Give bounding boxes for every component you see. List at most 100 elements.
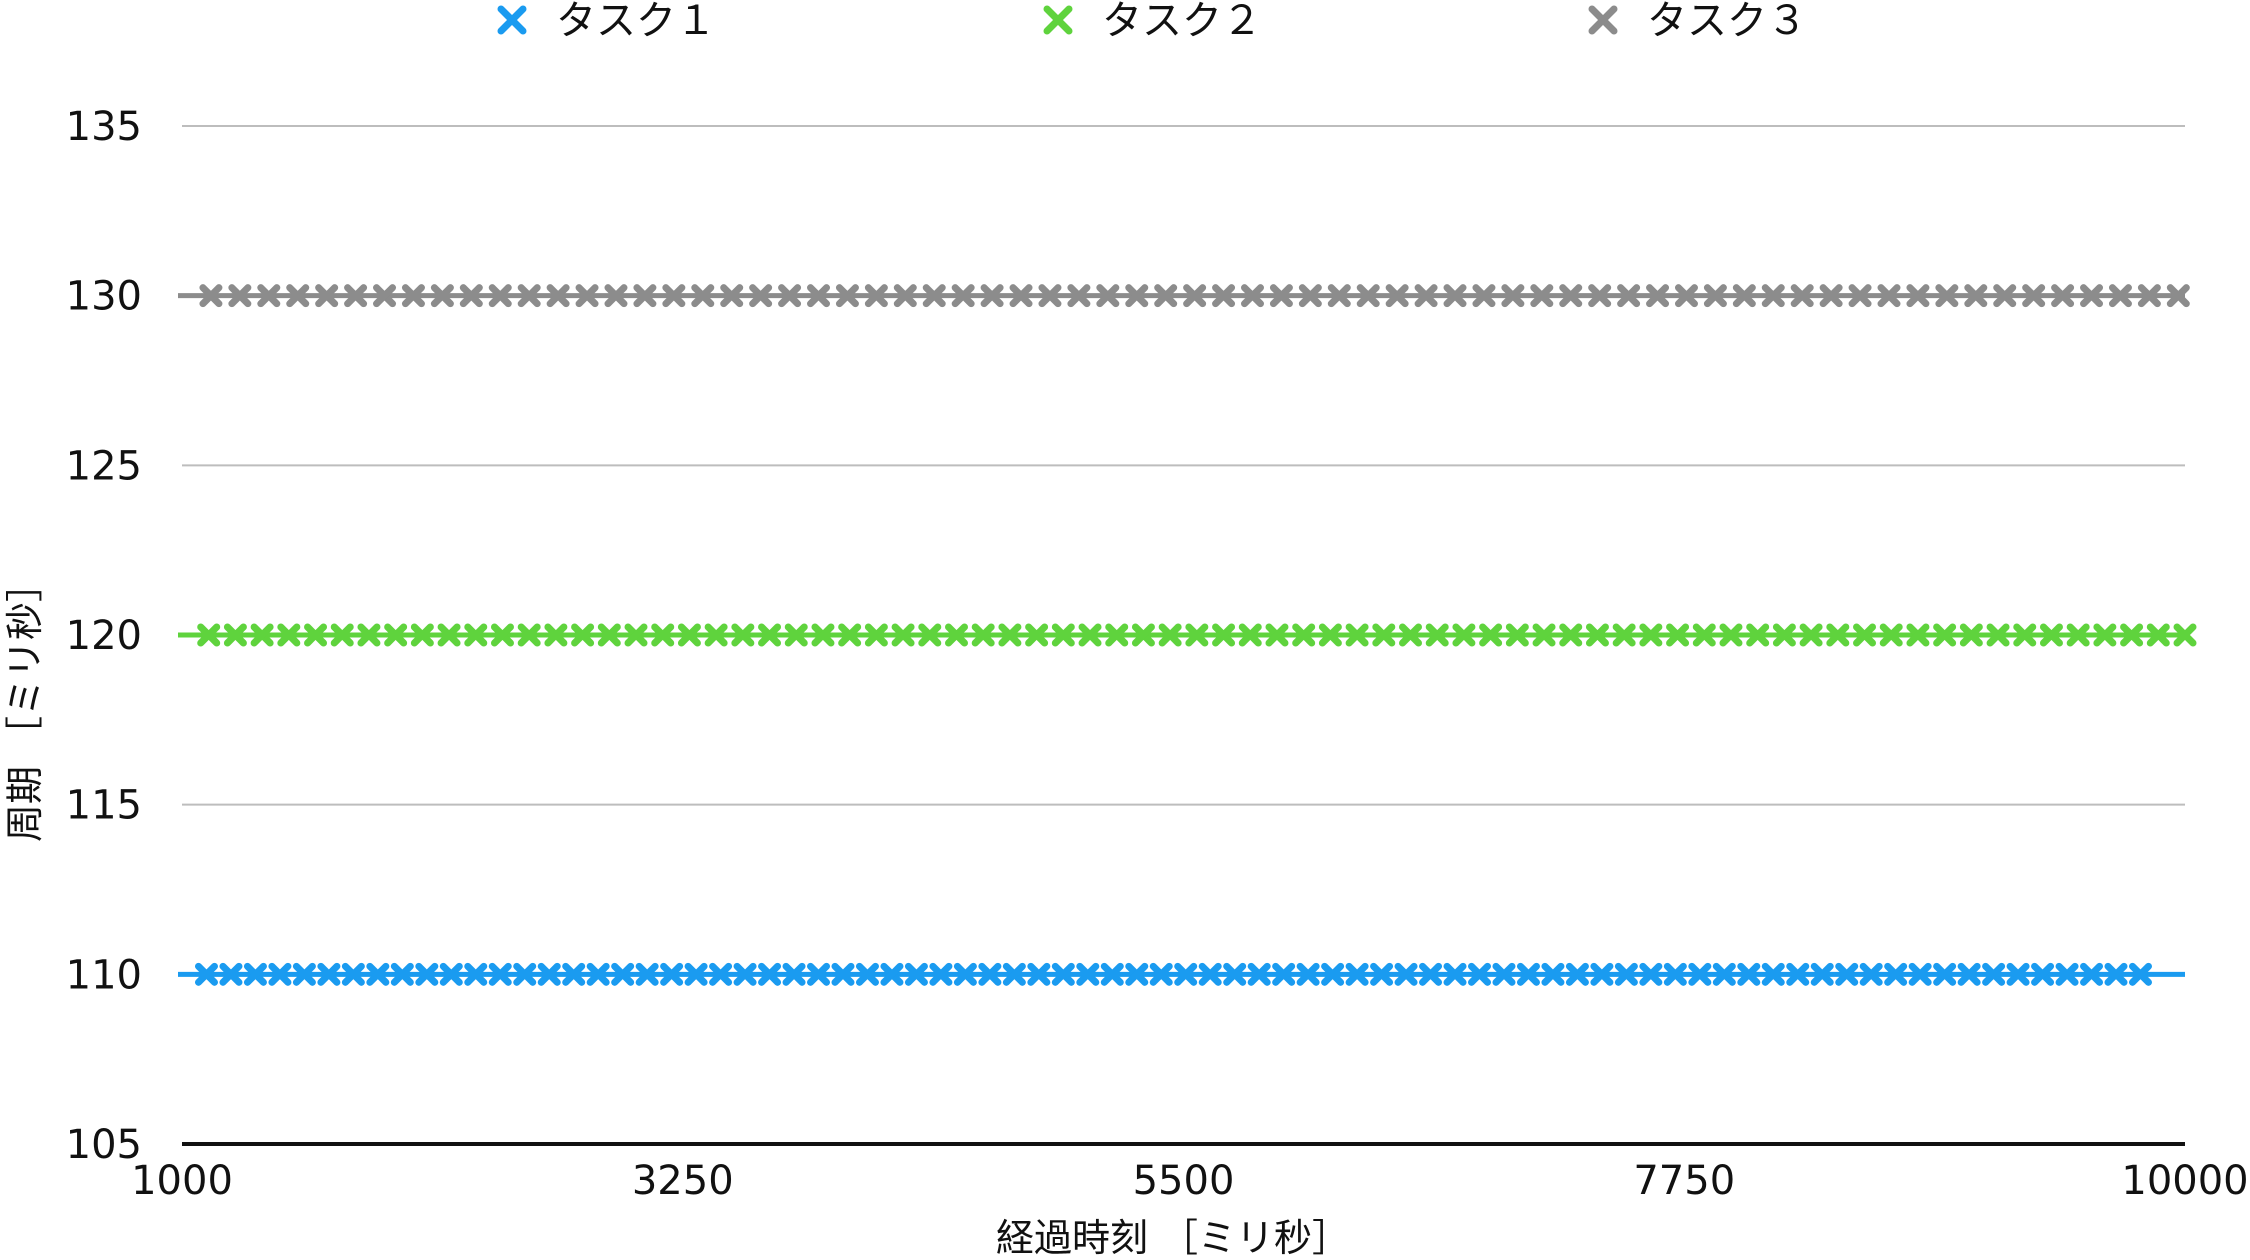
- marker-stroke: [459, 284, 483, 308]
- data-point: [1826, 623, 1850, 647]
- marker-stroke: [835, 284, 859, 308]
- marker-stroke: [1703, 284, 1727, 308]
- marker-stroke: [1238, 623, 1262, 647]
- data-point: [1879, 623, 1903, 647]
- data-point: [1737, 962, 1761, 986]
- data-point: [1318, 623, 1342, 647]
- data-point: [611, 962, 635, 986]
- marker-stroke: [1761, 284, 1785, 308]
- marker-stroke: [2173, 623, 2197, 647]
- marker-stroke: [2146, 623, 2170, 647]
- data-point: [1639, 962, 1663, 986]
- marker-stroke: [1372, 623, 1396, 647]
- data-point: [2013, 623, 2037, 647]
- y-tick-label: 130: [66, 274, 142, 320]
- data-point: [1051, 962, 1075, 986]
- marker-stroke: [2120, 623, 2144, 647]
- marker-stroke: [778, 284, 802, 308]
- marker-stroke: [782, 962, 806, 986]
- data-point: [922, 284, 946, 308]
- data-point: [1674, 284, 1698, 308]
- marker-stroke: [1009, 284, 1033, 308]
- data-point: [1810, 962, 1834, 986]
- data-point: [2146, 623, 2170, 647]
- marker-stroke: [243, 962, 267, 986]
- data-point: [604, 284, 628, 308]
- data-point: [1516, 962, 1540, 986]
- data-point: [2128, 962, 2152, 986]
- data-point: [1212, 623, 1236, 647]
- marker-stroke: [1674, 284, 1698, 308]
- marker-stroke: [1639, 623, 1663, 647]
- data-point: [1269, 284, 1293, 308]
- data-point: [2080, 284, 2104, 308]
- marker-stroke: [1906, 284, 1930, 308]
- data-point: [944, 623, 968, 647]
- marker-stroke: [1067, 284, 1091, 308]
- data-point: [893, 284, 917, 308]
- data-point: [1959, 623, 1983, 647]
- marker-stroke: [1559, 284, 1583, 308]
- data-point: [978, 962, 1002, 986]
- marker-stroke: [544, 623, 568, 647]
- data-point: [1703, 284, 1727, 308]
- marker-stroke: [1559, 623, 1583, 647]
- marker-stroke: [953, 962, 977, 986]
- y-tick-label: 125: [66, 443, 142, 489]
- marker-stroke: [1025, 623, 1049, 647]
- marker-stroke: [1399, 623, 1423, 647]
- marker-stroke: [1906, 623, 1930, 647]
- data-point: [1238, 623, 1262, 647]
- data-point: [194, 962, 218, 986]
- data-point: [691, 284, 715, 308]
- data-point: [998, 623, 1022, 647]
- data-point: [464, 623, 488, 647]
- marker-stroke: [677, 623, 701, 647]
- data-point: [1541, 962, 1565, 986]
- data-point: [513, 962, 537, 986]
- data-point: [1993, 284, 2017, 308]
- data-point: [1639, 623, 1663, 647]
- data-point: [758, 962, 782, 986]
- marker-stroke: [1443, 284, 1467, 308]
- data-point: [268, 962, 292, 986]
- marker-stroke: [1185, 623, 1209, 647]
- data-point: [1559, 284, 1583, 308]
- marker-stroke: [1719, 623, 1743, 647]
- marker-stroke: [1385, 284, 1409, 308]
- marker-stroke: [292, 962, 316, 986]
- marker-stroke: [978, 962, 1002, 986]
- data-point: [1009, 284, 1033, 308]
- marker-stroke: [1516, 962, 1540, 986]
- marker-stroke: [1370, 962, 1394, 986]
- data-point: [1617, 284, 1641, 308]
- data-point: [953, 962, 977, 986]
- series-3: [178, 284, 2190, 308]
- marker-stroke: [1810, 962, 1834, 986]
- marker-stroke: [1646, 284, 1670, 308]
- marker-stroke: [1472, 284, 1496, 308]
- marker-stroke: [1356, 284, 1380, 308]
- legend-label: タスク２: [1102, 0, 1262, 44]
- marker-stroke: [704, 623, 728, 647]
- data-point: [1292, 623, 1316, 647]
- marker-stroke: [635, 962, 659, 986]
- data-point: [223, 623, 247, 647]
- data-point: [1027, 962, 1051, 986]
- data-point: [1933, 623, 1957, 647]
- data-point: [1772, 623, 1796, 647]
- data-point: [562, 962, 586, 986]
- marker-stroke: [1959, 623, 1983, 647]
- data-point: [1372, 623, 1396, 647]
- y-tick-label: 135: [66, 104, 142, 150]
- marker-stroke: [488, 284, 512, 308]
- data-point: [1819, 284, 1843, 308]
- marker-stroke: [1772, 623, 1796, 647]
- marker-stroke: [1272, 962, 1296, 986]
- x-tick-label: 10000: [2121, 1158, 2248, 1204]
- data-point: [373, 284, 397, 308]
- data-point: [1125, 284, 1149, 308]
- marker-stroke: [315, 284, 339, 308]
- marker-stroke: [277, 623, 301, 647]
- data-point: [330, 623, 354, 647]
